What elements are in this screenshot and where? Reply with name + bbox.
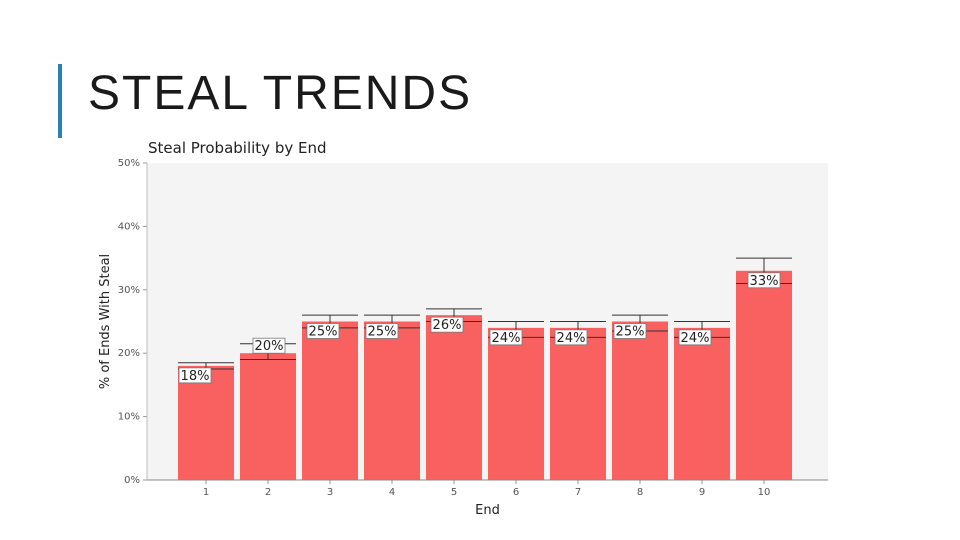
data-label: 33% [747,272,781,289]
svg-text:18%: 18% [181,369,210,384]
bar [488,327,544,480]
x-tick-label: 5 [451,487,457,498]
bar [550,327,606,480]
title-accent-bar [58,64,62,138]
svg-text:24%: 24% [557,331,586,346]
x-tick-label: 9 [699,487,705,498]
data-label: 24% [678,329,712,346]
bar [240,353,296,480]
y-tick-label: 30% [118,285,140,296]
y-tick-label: 0% [124,475,140,486]
bar [178,365,234,480]
x-tick-label: 7 [575,487,581,498]
data-label: 24% [554,329,588,346]
x-tick-label: 2 [265,487,271,498]
bar [612,321,668,480]
svg-text:26%: 26% [433,318,462,333]
data-label: 20% [252,337,286,354]
y-tick-label: 50% [118,158,140,169]
x-tick-label: 10 [758,487,771,498]
x-tick-label: 8 [637,487,643,498]
data-label: 18% [178,367,212,384]
bar [364,321,420,480]
svg-text:25%: 25% [616,325,645,340]
svg-text:20%: 20% [255,339,284,354]
bar [736,270,792,480]
x-tick-label: 1 [203,487,209,498]
data-label: 25% [365,323,399,340]
data-label: 26% [430,316,464,333]
svg-text:33%: 33% [750,274,779,289]
y-tick-label: 20% [118,348,140,359]
data-label: 25% [613,323,647,340]
bar [302,321,358,480]
svg-text:24%: 24% [492,331,521,346]
svg-text:24%: 24% [681,331,710,346]
x-tick-label: 6 [513,487,519,498]
data-label: 24% [489,329,523,346]
x-axis-label: End [475,503,500,518]
chart-title: Steal Probability by End [148,139,327,157]
svg-text:25%: 25% [309,325,338,340]
bar [426,315,482,480]
bar [674,327,730,480]
y-tick-label: 10% [118,412,140,423]
x-tick-label: 4 [389,487,395,498]
x-tick-label: 3 [327,487,333,498]
svg-text:25%: 25% [368,325,397,340]
data-label: 25% [306,323,340,340]
y-tick-label: 40% [118,221,140,232]
slide-title: STEAL TRENDS [88,67,473,120]
y-axis-label: % of Ends With Steal [98,254,113,389]
